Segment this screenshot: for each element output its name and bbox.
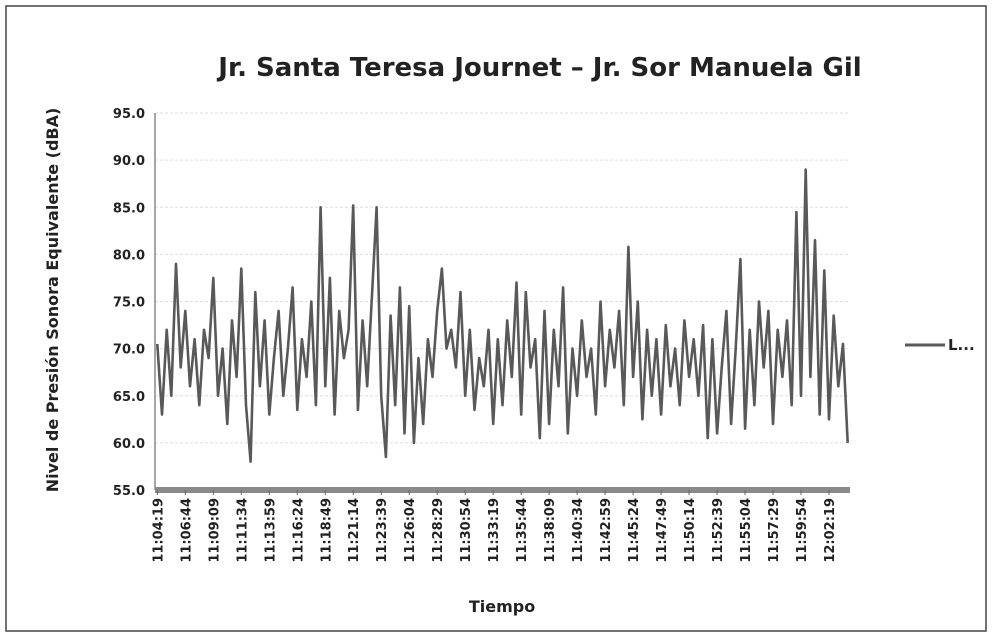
y-tick-label: 55.0 — [113, 484, 145, 499]
y-tick-label: 70.0 — [113, 343, 145, 358]
x-tick-label: 11:42:59 — [599, 498, 614, 563]
x-tick-label: 11:45:24 — [627, 498, 642, 563]
x-tick-label: 11:21:14 — [347, 498, 362, 563]
y-tick-label: 80.0 — [113, 248, 145, 263]
x-tick-label: 11:52:39 — [711, 498, 726, 563]
x-tick-label: 11:38:09 — [543, 498, 558, 563]
x-tick-label: 11:16:24 — [291, 498, 306, 563]
x-tick-label: 11:11:34 — [235, 498, 250, 563]
y-axis-label: Nivel de Presión Sonora Equivalente (dBA… — [43, 108, 62, 493]
x-tick-label: 11:09:09 — [207, 498, 222, 563]
legend-label: L... — [948, 336, 975, 354]
x-tick-label: 11:30:54 — [459, 498, 474, 563]
x-tick-label: 11:59:54 — [795, 498, 810, 563]
x-axis — [155, 487, 850, 493]
y-tick-label: 95.0 — [113, 107, 145, 122]
x-tick-label: 11:18:49 — [319, 498, 334, 563]
x-tick-label: 11:06:44 — [179, 498, 194, 563]
x-tick-label: 11:33:19 — [487, 498, 502, 563]
y-tick-label: 90.0 — [113, 154, 145, 169]
x-tick-label: 11:57:29 — [767, 498, 782, 563]
x-axis-label: Tiempo — [469, 597, 535, 616]
x-tick-label: 11:04:19 — [151, 498, 166, 563]
x-tick-label: 11:50:14 — [683, 498, 698, 563]
x-tick-label: 11:55:04 — [739, 498, 754, 563]
chart-title: Jr. Santa Teresa Journet – Jr. Sor Manue… — [216, 53, 861, 83]
y-tick-label: 60.0 — [113, 437, 145, 452]
x-tick-label: 11:23:39 — [375, 498, 390, 563]
x-tick-label: 11:13:59 — [263, 498, 278, 563]
x-tick-label: 11:40:34 — [571, 498, 586, 563]
y-tick-label: 65.0 — [113, 390, 145, 405]
series-line — [156, 168, 849, 463]
x-tick-label: 12:02:19 — [823, 498, 838, 563]
y-tick-label: 85.0 — [113, 201, 145, 216]
y-tick-label: 75.0 — [113, 296, 145, 311]
x-tick-label: 11:35:44 — [515, 498, 530, 563]
x-tick-label: 11:28:29 — [431, 498, 446, 563]
x-tick-label: 11:47:49 — [655, 498, 670, 563]
x-tick-label: 11:26:04 — [403, 498, 418, 563]
